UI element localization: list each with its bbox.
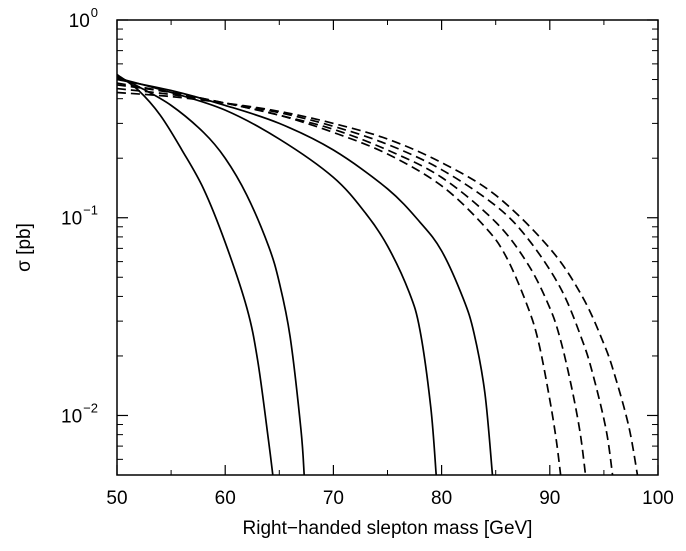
dashed-curve-4 bbox=[117, 82, 562, 475]
y-tick-label: 10−1 bbox=[61, 203, 98, 230]
y-axis-title: σ [pb] bbox=[14, 223, 35, 272]
solid-curve-0 bbox=[117, 73, 274, 475]
x-tick-label: 100 bbox=[642, 488, 674, 509]
x-tick-label: 50 bbox=[106, 488, 127, 509]
solid-curve-1 bbox=[117, 75, 306, 475]
solid-curve-3 bbox=[117, 78, 494, 475]
x-tick-label: 60 bbox=[215, 488, 236, 509]
x-axis-title: Right−handed slepton mass [GeV] bbox=[243, 518, 533, 539]
y-tick-label: 100 bbox=[69, 5, 98, 32]
plot-frame bbox=[116, 19, 659, 476]
labels-group: 50 60 70 80 90 100 10−2 10−1 100 bbox=[61, 5, 674, 509]
x-tick-label: 80 bbox=[431, 488, 452, 509]
dashed-curve-5 bbox=[117, 83, 587, 475]
x-tick-label: 70 bbox=[323, 488, 344, 509]
y-tick-label: 10−2 bbox=[61, 400, 98, 427]
curves-group bbox=[117, 73, 639, 475]
solid-curve-2 bbox=[117, 76, 438, 475]
dashed-curve-7 bbox=[117, 91, 639, 475]
x-tick-label: 90 bbox=[539, 488, 560, 509]
